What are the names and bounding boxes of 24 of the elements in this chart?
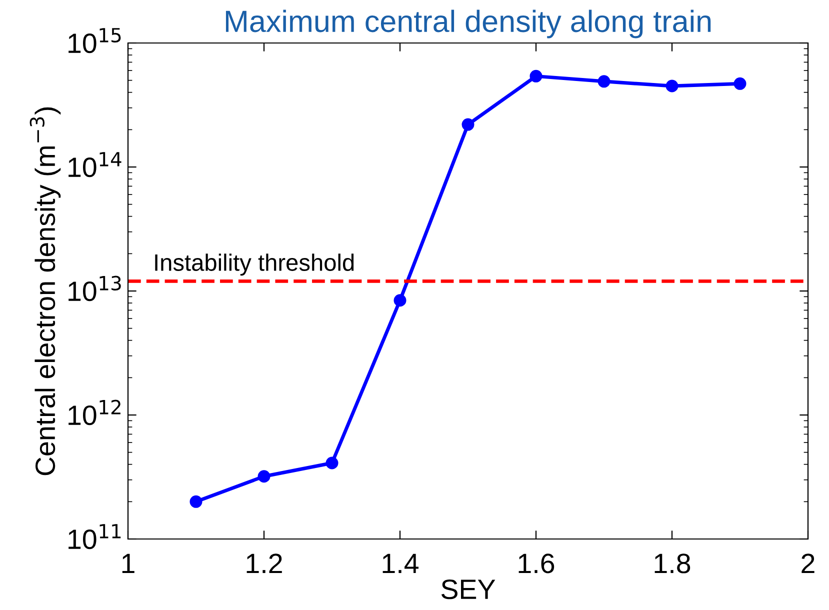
point xyxy=(598,75,610,88)
point xyxy=(394,294,406,307)
chart-title: Maximum central density along train xyxy=(226,10,711,38)
ref-line-label: Instability threshold xyxy=(155,254,354,276)
y-axis-title: Central electron density (m$^{−3}$) xyxy=(30,107,61,476)
y-tick-label: 10$^{13}$ xyxy=(68,276,121,302)
x-tick-label: 1.6 xyxy=(518,554,554,574)
point xyxy=(462,118,474,131)
x-tick-label: 1.8 xyxy=(654,554,690,574)
x-tick-label: 2 xyxy=(802,554,814,574)
point xyxy=(734,77,746,90)
y-tick-label: 10$^{11}$ xyxy=(68,524,121,550)
x-tick-label: 1.4 xyxy=(382,554,418,574)
y-tick-label: 10$^{15}$ xyxy=(68,28,121,54)
x-tick-label: 1 xyxy=(122,554,134,574)
x-axis-title: SEY xyxy=(441,580,496,600)
point xyxy=(666,80,678,92)
point xyxy=(258,470,270,483)
point xyxy=(530,70,542,82)
y-tick-label: 10$^{14}$ xyxy=(68,152,122,178)
y-tick-label: 10$^{12}$ xyxy=(68,400,120,426)
point xyxy=(190,495,202,508)
x-tick-label: 1.2 xyxy=(246,554,282,574)
point xyxy=(326,456,338,470)
